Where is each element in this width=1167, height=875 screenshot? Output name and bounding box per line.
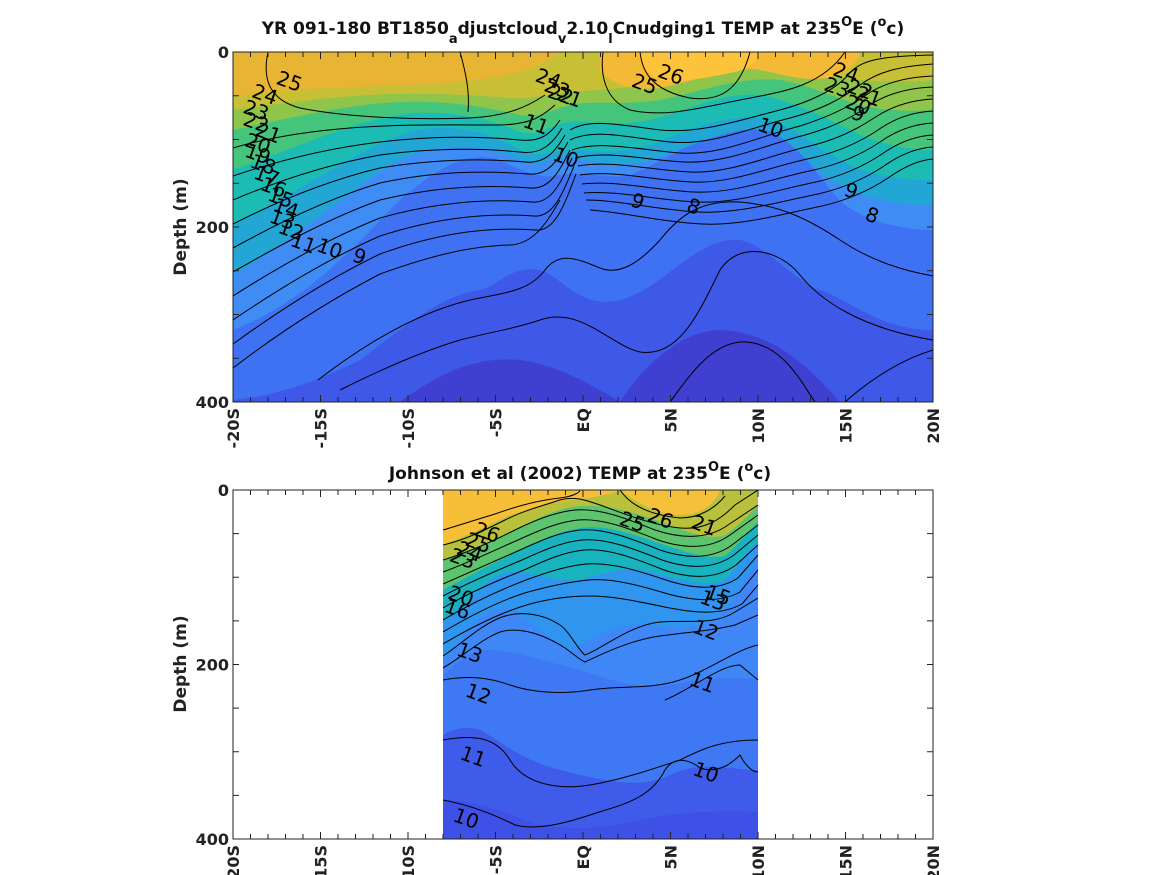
bottom-contour-14 <box>443 597 758 657</box>
top-band-25 <box>233 52 560 96</box>
bottom-x-tick-label: -20S <box>224 845 243 875</box>
bottom-y-tick-label: 400 <box>196 830 229 849</box>
bottom-contour-13 <box>443 614 758 669</box>
top-contour-24-east <box>569 54 933 132</box>
top-contour-24 <box>233 104 556 149</box>
top-contour-9 <box>339 251 933 391</box>
top-contour-12 <box>233 173 577 345</box>
bottom-y-tick-label: 200 <box>196 656 229 675</box>
bottom-contour-26 <box>443 490 581 531</box>
bottom-band-26 <box>443 490 620 545</box>
bottom-band-10 <box>443 800 758 839</box>
top-contour-26 <box>639 52 751 100</box>
top-panel: YR 091-180 BT1850adjustcloudv2.10lCnudgi… <box>171 15 943 448</box>
bottom-x-tick-label: 5N <box>662 845 681 870</box>
top-contour-20-east <box>577 98 933 173</box>
bottom-contour-24 <box>443 504 758 561</box>
top-x-tick-label: 20N <box>924 408 943 444</box>
top-contour-23-east <box>569 63 933 144</box>
top-contour-23 <box>233 119 561 177</box>
bottom-contours <box>443 490 758 828</box>
top-contour-22-east <box>571 75 933 154</box>
bottom-y-tick-label: 0 <box>218 481 229 500</box>
bottom-contour-18 <box>443 554 758 621</box>
bottom-contour-21 <box>443 534 758 597</box>
top-x-tick-label: -20S <box>224 408 243 448</box>
bottom-contour-10 <box>443 754 758 828</box>
bottom-x-tick-label: -10S <box>399 845 418 875</box>
top-y-tick-label: 400 <box>196 393 229 412</box>
top-x-tick-label: 10N <box>749 408 768 444</box>
top-contour-16-east <box>581 122 933 193</box>
top-contour-20 <box>233 141 569 249</box>
bottom-x-tick-label: EQ <box>574 845 593 870</box>
bottom-contour-15 <box>443 584 758 645</box>
bottom-x-tick-label: 20N <box>924 845 943 875</box>
top-contour-10 <box>317 201 933 381</box>
top-y-axis-label: Depth (m) <box>171 178 191 275</box>
bottom-contour-25 <box>443 490 758 546</box>
top-y-tick-label: 0 <box>218 43 229 62</box>
top-contour-18-east <box>579 110 933 183</box>
top-contour-18 <box>233 149 571 273</box>
bottom-x-tick-label: 15N <box>837 845 856 875</box>
top-x-tick-label: EQ <box>574 408 593 433</box>
top-y-tick-label: 200 <box>196 218 229 237</box>
top-band-8b <box>400 359 620 402</box>
bottom-x-tick-label: -15S <box>312 845 331 875</box>
bottom-panel: Johnson et al (2002) TEMP at 235OE (oc) <box>171 460 943 875</box>
top-contour-16 <box>233 157 573 297</box>
bottom-contour-11 <box>443 736 758 788</box>
bottom-contour-16 <box>443 569 758 633</box>
top-contour-8 <box>669 341 816 402</box>
bottom-x-tick-label: 10N <box>749 845 768 875</box>
bottom-contour-26b <box>619 490 726 519</box>
bottom-y-axis-label: Depth (m) <box>171 615 191 712</box>
top-contour-25 <box>265 52 546 120</box>
bottom-contour-12 <box>443 644 758 693</box>
bottom-contour-11-b <box>664 664 758 701</box>
top-x-tick-label: -5S <box>487 408 506 437</box>
bottom-axes: 0 200 400-20S -15S -10S -5S EQ 5N 10N 15N 20N <box>196 481 943 875</box>
top-contour-8b <box>844 349 933 402</box>
top-band-26 <box>640 52 760 82</box>
bottom-contour-20 <box>443 544 758 609</box>
top-contour-25-east <box>601 52 846 114</box>
top-x-tick-label: -10S <box>399 408 418 448</box>
top-x-tick-label: 15N <box>837 408 856 444</box>
top-x-tick-label: -15S <box>312 408 331 448</box>
top-chart-title: YR 091-180 BT1850adjustcloudv2.10lCnudgi… <box>261 15 905 47</box>
bottom-contour-22 <box>443 524 758 585</box>
bottom-contour-23 <box>443 514 758 573</box>
top-band-8 <box>620 330 840 402</box>
bottom-band-26b <box>620 490 720 515</box>
bottom-x-tick-label: -5S <box>487 845 506 874</box>
top-contour-11 <box>233 199 561 369</box>
top-axes: 0 200 400-20S -15S -10S -5S EQ 5N 10N 15N 20N <box>196 43 943 448</box>
bottom-chart-title: Johnson et al (2002) TEMP at 235OE (oc) <box>388 460 771 484</box>
top-x-tick-label: 5N <box>662 408 681 433</box>
top-contour-14-east <box>583 134 933 203</box>
top-contours <box>233 52 933 402</box>
top-contour-22 <box>233 127 563 201</box>
top-contour-12-east <box>585 146 933 213</box>
top-contour-21 <box>233 134 566 225</box>
top-contour-14 <box>233 165 575 321</box>
top-contour-25-west-cap <box>459 52 469 113</box>
top-contour-11-east <box>589 158 933 225</box>
top-contour-21-east <box>574 86 933 163</box>
